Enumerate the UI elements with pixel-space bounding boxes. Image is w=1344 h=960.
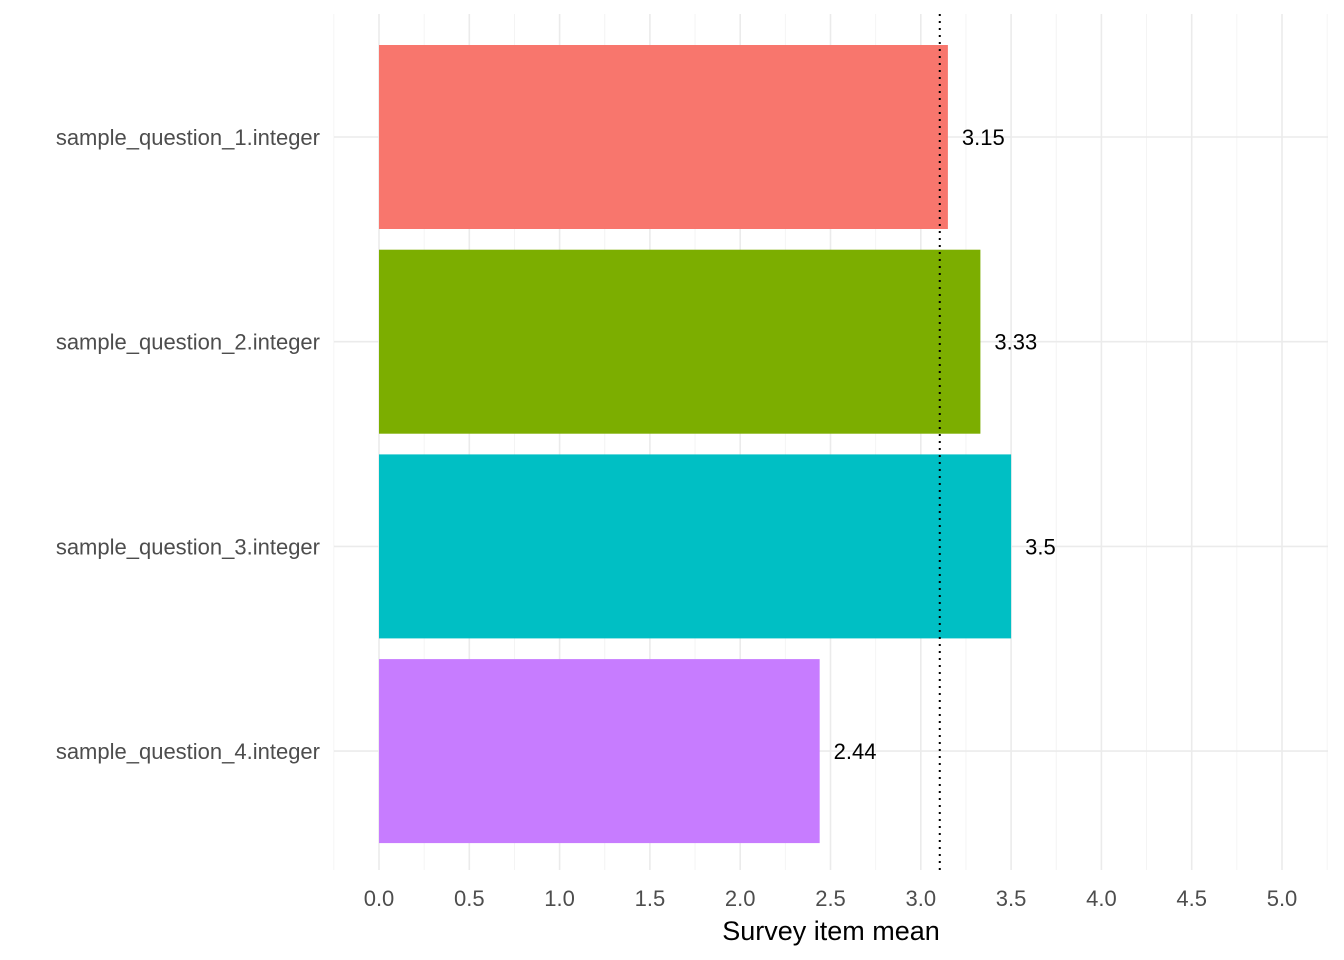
data-label: 2.44 [834, 739, 877, 764]
x-tick-label: 5.0 [1267, 886, 1298, 911]
category-label: sample_question_1.integer [56, 125, 320, 150]
bar [379, 659, 820, 844]
data-label: 3.5 [1025, 534, 1056, 559]
x-tick-label: 0.0 [364, 886, 395, 911]
x-tick-labels: 0.0 0.5 1.0 1.5 2.0 2.5 3.0 3.5 4.0 4.5 5.0 [364, 886, 1298, 911]
category-label: sample_question_3.integer [56, 534, 320, 559]
x-tick-label: 3.0 [906, 886, 937, 911]
data-labels: 3.15 3.33 3.5 2.44 [834, 125, 1056, 764]
x-tick-label: 3.5 [996, 886, 1027, 911]
bar [379, 249, 981, 434]
x-tick-label: 1.5 [635, 886, 666, 911]
category-label: sample_question_2.integer [56, 330, 320, 355]
data-label: 3.15 [962, 125, 1005, 150]
x-tick-label: 1.0 [544, 886, 575, 911]
category-label: sample_question_4.integer [56, 739, 320, 764]
data-label: 3.33 [994, 330, 1037, 355]
x-tick-label: 2.5 [815, 886, 846, 911]
x-tick-label: 4.0 [1086, 886, 1117, 911]
bars [379, 45, 1012, 844]
bar [379, 454, 1012, 639]
category-labels: sample_question_1.integer sample_question… [56, 125, 320, 764]
bar [379, 45, 948, 229]
x-tick-label: 0.5 [454, 886, 485, 911]
x-axis-title: Survey item mean [722, 916, 940, 946]
x-tick-label: 4.5 [1176, 886, 1207, 911]
x-tick-label: 2.0 [725, 886, 756, 911]
